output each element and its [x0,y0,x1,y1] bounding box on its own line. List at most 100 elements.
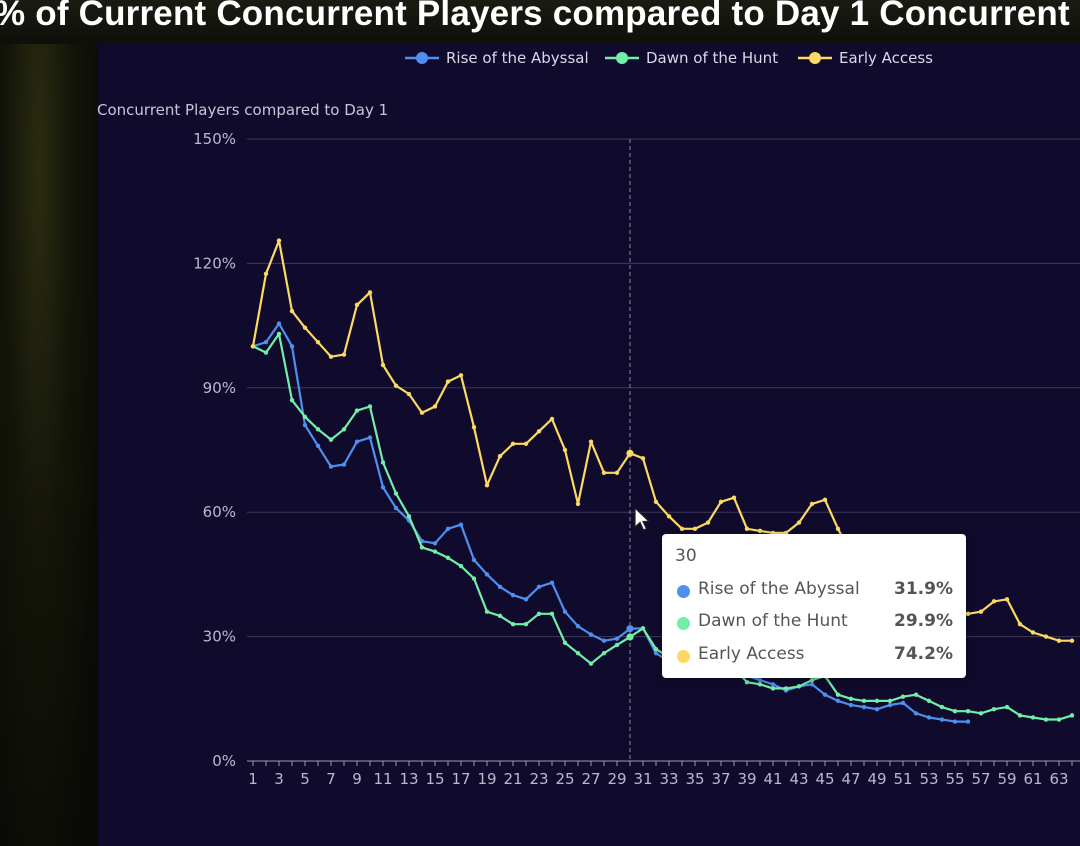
data-point [432,404,438,409]
y-tick-label: 30% [203,628,236,646]
data-point [393,505,399,511]
data-point [952,719,958,724]
data-point [952,709,958,714]
data-point [861,704,867,710]
data-point [874,706,880,712]
data-point [263,350,269,355]
data-point [575,624,581,629]
data-point [458,373,464,378]
data-point [276,321,282,326]
data-point [380,362,386,368]
tooltip-series-value: 29.9% [894,611,953,631]
x-tick-label: 57 [971,770,990,788]
data-point [484,483,490,488]
data-point [445,379,451,384]
x-tick-label: 5 [300,770,310,788]
data-point [991,599,997,604]
x-tick-label: 25 [555,770,574,788]
x-tick-label: 49 [867,770,886,788]
legend-label: Rise of the Abyssal [446,49,589,67]
data-point [341,427,347,432]
data-point [835,692,841,697]
data-point [1004,597,1010,602]
data-point [679,526,685,531]
data-point [549,416,555,422]
legend-marker [416,52,428,64]
mouse-pointer-icon [634,507,651,531]
tooltip-header: 30 [675,546,697,566]
data-point [601,638,607,643]
data-point [835,698,841,704]
data-point [549,611,555,616]
series-line [252,322,968,723]
x-tick-label: 47 [841,770,860,788]
legend-marker [809,52,821,64]
x-tick-label: 31 [633,770,652,788]
x-tick-label: 51 [893,770,912,788]
legend-marker [616,52,628,64]
x-tick-label: 15 [425,770,444,788]
data-point [1017,621,1023,627]
data-point [822,497,828,502]
data-point [562,640,568,646]
x-tick-label: 41 [763,770,782,788]
data-point [1043,717,1049,722]
data-point [432,541,438,546]
data-point [913,692,919,697]
data-point [1030,715,1036,720]
x-tick-label: 33 [659,770,678,788]
data-point [315,443,321,449]
tooltip-series-value: 74.2% [894,644,953,664]
data-point [770,686,776,691]
data-point [965,611,971,616]
data-point [536,611,542,616]
x-tick-label: 11 [373,770,392,788]
legend-label: Early Access [839,49,933,67]
x-tick-label: 63 [1049,770,1068,788]
data-point [731,495,737,500]
data-point [757,682,763,687]
data-point [822,692,828,697]
data-point [796,684,802,689]
data-point [393,383,399,388]
data-point [354,302,360,308]
data-point [354,439,360,444]
data-point [1056,638,1062,643]
data-point [588,632,594,637]
legend-item[interactable]: Dawn of the Hunt [605,49,778,67]
data-point [626,625,634,633]
data-point [900,700,906,706]
data-point [965,719,971,724]
data-point [406,391,412,397]
x-tick-label: 19 [477,770,496,788]
tooltip-series-name: Rise of the Abyssal [698,579,860,599]
data-point [510,441,516,446]
data-point [523,621,529,627]
data-point [354,408,360,413]
x-tick-label: 3 [274,770,284,788]
data-point [848,702,854,708]
data-point [523,597,529,602]
data-point [380,485,386,490]
data-point [562,609,568,614]
data-point [458,563,464,569]
data-point [861,698,867,704]
data-point [653,499,659,505]
legend-item[interactable]: Early Access [798,49,933,67]
x-tick-label: 59 [997,770,1016,788]
data-point [900,694,906,699]
data-point [744,680,750,685]
legend-item[interactable]: Rise of the Abyssal [405,49,589,67]
data-point [302,414,308,420]
data-point [887,702,893,708]
data-point [978,609,984,614]
tooltip-series-dot [677,585,690,598]
data-point [939,704,945,710]
x-tick-label: 29 [607,770,626,788]
data-point [588,439,594,444]
data-point [315,339,321,345]
data-point [510,621,516,627]
data-point [497,584,503,590]
axis-layer: 0%30%60%90%120%150%1 3 5 7 9 11 13 15 17 19 21 23 25… [193,130,1080,788]
data-point [523,441,529,446]
